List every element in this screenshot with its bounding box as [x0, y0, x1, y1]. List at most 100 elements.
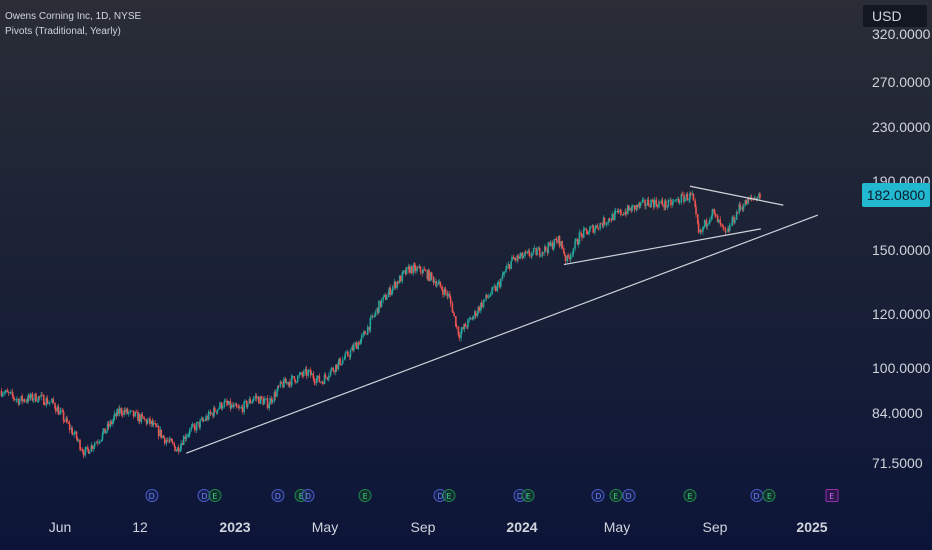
candle-down — [741, 207, 744, 210]
candle-down — [596, 225, 599, 229]
candle-down — [538, 247, 541, 256]
earnings-event-icon[interactable]: E — [825, 489, 839, 502]
candle-up — [100, 439, 103, 442]
candle-down — [480, 302, 483, 308]
candle-down — [423, 269, 426, 271]
candle-down — [586, 230, 588, 235]
candle-up — [373, 315, 376, 317]
candle-up — [633, 205, 635, 207]
candle-up — [148, 418, 150, 421]
candle-down — [714, 212, 716, 215]
currency-selector[interactable]: USD — [863, 5, 927, 27]
candle-up — [730, 224, 733, 226]
candle-down — [193, 424, 195, 426]
candle-up — [271, 400, 274, 403]
candle-down — [525, 252, 527, 253]
candle-down — [237, 406, 239, 408]
dividend-event-icon[interactable]: D — [145, 489, 159, 502]
candle-up — [552, 246, 555, 250]
candle-up — [485, 294, 487, 300]
candle-down — [68, 422, 70, 424]
candle-up — [522, 255, 525, 258]
candle-down — [55, 408, 57, 412]
price-tick-label: 230.0000 — [872, 119, 931, 135]
indicator-title[interactable]: Pivots (Traditional, Yearly) — [5, 26, 121, 37]
earnings-event-icon[interactable]: E — [683, 489, 697, 502]
candle-down — [26, 400, 29, 402]
candle-up — [159, 429, 162, 437]
price-tick-label: 150.0000 — [872, 242, 931, 258]
candle-up — [316, 375, 319, 379]
candle-up — [221, 406, 224, 409]
candle-up — [169, 438, 171, 441]
candle-up — [532, 248, 535, 253]
candle-down — [372, 315, 374, 317]
candle-up — [516, 255, 518, 261]
candle-up — [246, 403, 249, 408]
candle-up — [296, 381, 298, 383]
earnings-event-icon[interactable]: E — [609, 489, 623, 502]
candle-down — [80, 449, 82, 451]
candle-down — [408, 266, 411, 273]
candle-up — [412, 264, 415, 274]
dividend-event-icon[interactable]: D — [301, 489, 315, 502]
candle-up — [99, 441, 101, 443]
dividend-event-icon[interactable]: D — [591, 489, 605, 502]
earnings-event-icon[interactable]: E — [358, 489, 372, 502]
candle-down — [249, 399, 252, 403]
candle-up — [248, 399, 251, 404]
candle-down — [149, 418, 151, 425]
candle-up — [230, 404, 233, 409]
candle-up — [438, 281, 441, 283]
candle-up — [631, 205, 633, 212]
candle-down — [76, 438, 79, 441]
candle-up — [263, 400, 265, 405]
earnings-event-icon[interactable]: E — [208, 489, 222, 502]
time-tick-label: 2023 — [219, 519, 251, 535]
candle-up — [199, 420, 201, 428]
earnings-event-icon[interactable]: E — [762, 489, 776, 502]
candle-down — [581, 233, 583, 238]
candle-up — [90, 445, 93, 452]
candle-up — [105, 430, 107, 434]
candle-down — [160, 429, 163, 438]
candle-up — [740, 207, 742, 209]
candle-up — [93, 443, 96, 447]
candle-down — [126, 408, 129, 414]
candle-down — [31, 393, 34, 401]
candle-up — [73, 433, 75, 435]
candle-up — [447, 293, 449, 297]
candle-up — [541, 252, 544, 256]
symbol-title[interactable]: Owens Corning Inc, 1D, NYSE — [5, 11, 142, 22]
candle-up — [327, 378, 329, 380]
candle-down — [639, 203, 641, 206]
candle-down — [79, 439, 81, 450]
candle-down — [138, 414, 141, 422]
dividend-event-icon[interactable]: D — [750, 489, 763, 502]
earnings-event-icon[interactable]: E — [442, 489, 456, 502]
candle-down — [428, 270, 430, 281]
candle-up — [472, 316, 474, 320]
trendline-3[interactable] — [689, 185, 784, 206]
candle-up — [371, 315, 373, 318]
candle-up — [666, 206, 669, 208]
trendline-2[interactable] — [563, 228, 761, 266]
candle-up — [265, 398, 268, 400]
candle-up — [710, 215, 713, 220]
dividend-event-icon[interactable]: D — [622, 489, 636, 502]
candle-down — [57, 406, 60, 415]
candle-down — [747, 198, 750, 200]
candle-down — [17, 398, 20, 405]
candle-down — [170, 438, 173, 442]
candle-down — [759, 193, 761, 198]
candle-up — [187, 434, 189, 437]
dividend-event-icon[interactable]: D — [271, 489, 285, 502]
trendline-1[interactable] — [186, 214, 819, 454]
price-tick-label: 270.0000 — [872, 74, 931, 90]
candle-up — [285, 381, 288, 384]
candle-up — [77, 439, 80, 441]
candle-up — [646, 199, 649, 206]
earnings-event-icon[interactable]: E — [521, 489, 535, 502]
candle-up — [460, 331, 462, 339]
